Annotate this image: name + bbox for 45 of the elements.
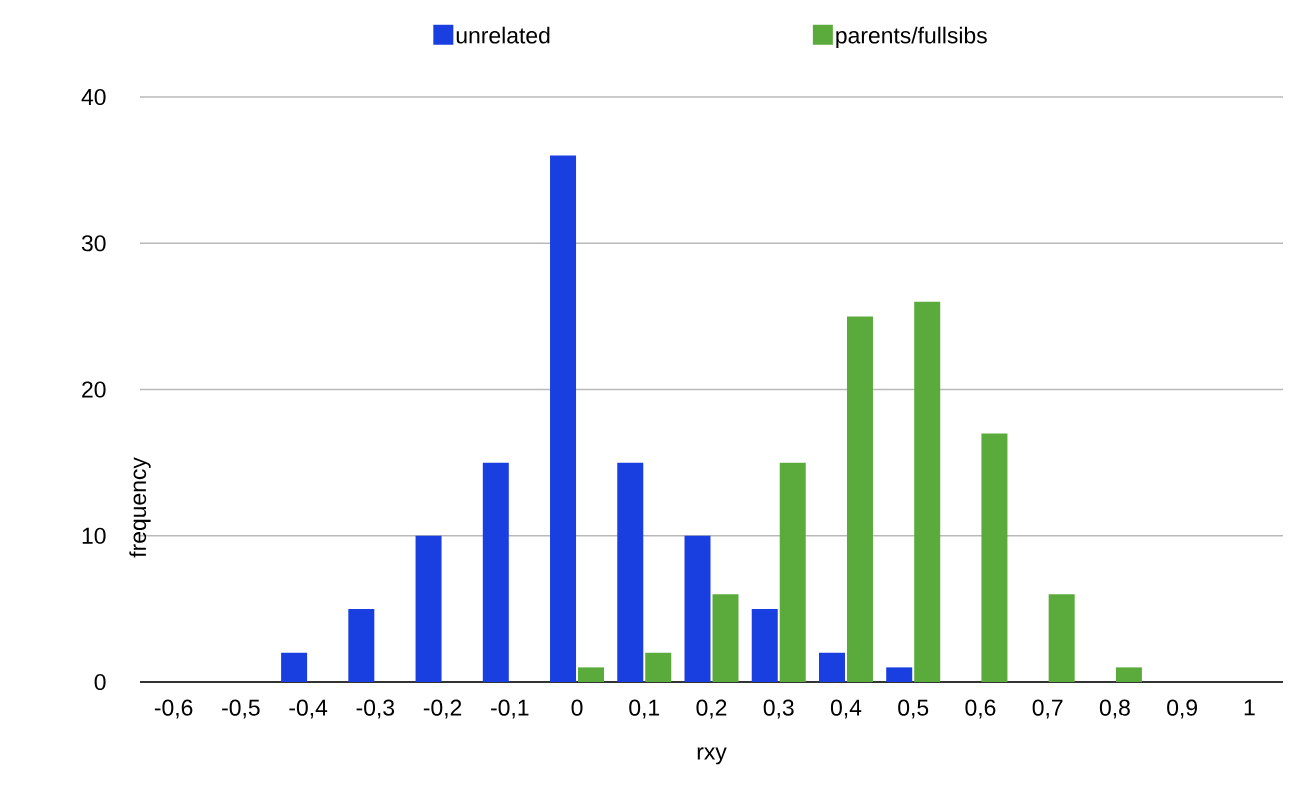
x-tick-label: -0,2 (423, 699, 462, 719)
bar (482, 462, 509, 682)
bar (981, 433, 1008, 682)
bar (712, 594, 739, 682)
bar (348, 608, 375, 682)
y-tick-label: 20 (82, 381, 106, 398)
bar (779, 462, 806, 682)
legend-label: parents/fullsibs (836, 26, 987, 49)
bar (684, 535, 711, 682)
x-tick-label: -0,5 (222, 699, 260, 719)
bar (818, 652, 845, 682)
x-tick-label: 0,8 (1099, 699, 1130, 719)
x-tick-label: 0,7 (1032, 699, 1063, 719)
legend-label: unrelated (456, 26, 550, 44)
bar (886, 667, 913, 682)
y-axis-title: frequency (129, 457, 151, 558)
x-tick-label: 0,1 (629, 699, 660, 719)
bar (578, 667, 605, 682)
x-tick-label: 0,6 (965, 699, 996, 719)
x-tick-label: -0,1 (491, 699, 529, 719)
bar (281, 652, 308, 682)
bar (846, 316, 873, 682)
x-tick-label: 0,3 (763, 699, 794, 719)
bar (645, 652, 672, 682)
bar (1048, 594, 1075, 682)
bar (751, 608, 778, 682)
x-axis-title: rxy (697, 747, 727, 765)
x-tick-label: 1 (1244, 699, 1255, 716)
bar (415, 535, 442, 682)
y-tick-label: 30 (81, 235, 106, 252)
x-tick-label: 0,2 (696, 699, 727, 719)
x-tick-label: 0,4 (830, 699, 862, 719)
x-tick-label: -0,3 (356, 699, 395, 719)
y-tick-label: 40 (81, 88, 106, 106)
x-tick-label: 0 (571, 699, 583, 716)
bar (914, 301, 941, 682)
bar (1115, 667, 1142, 682)
x-tick-label: -0,4 (289, 699, 328, 719)
y-tick-label: 10 (82, 527, 106, 544)
x-tick-label: 0,5 (898, 699, 929, 719)
x-tick-label: -0,6 (154, 699, 193, 719)
bar (550, 155, 577, 682)
y-tick-label: 0 (94, 673, 106, 691)
bar (617, 462, 644, 682)
x-tick-label: 0,9 (1167, 699, 1197, 719)
